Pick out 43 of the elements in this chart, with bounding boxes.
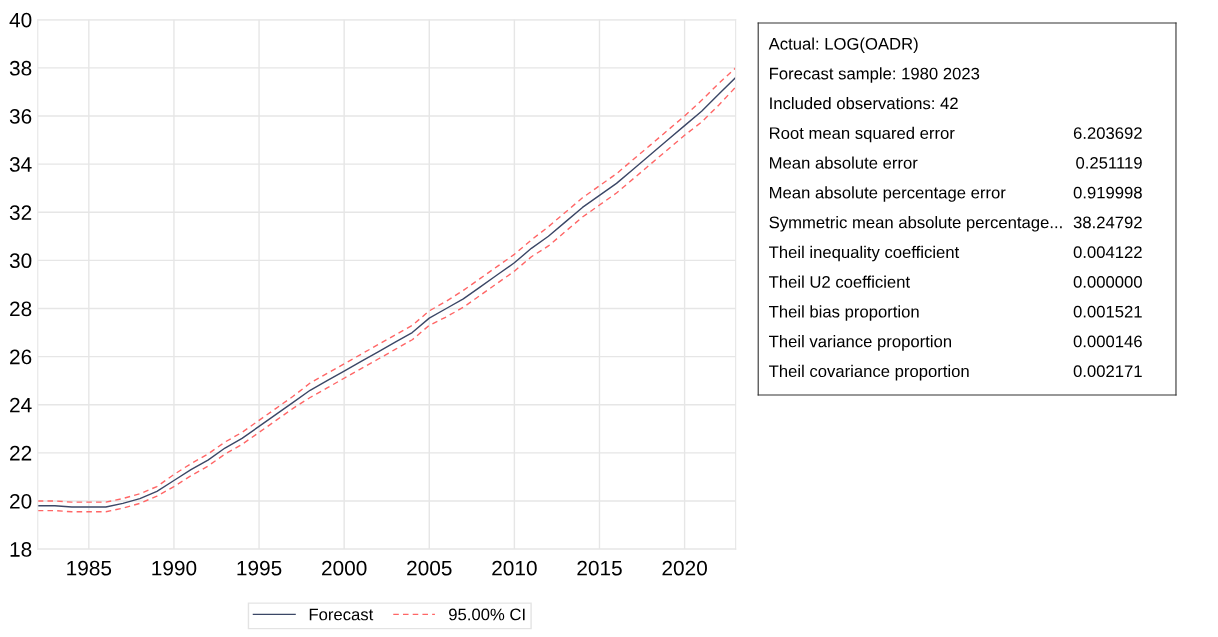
text: 0.001521 (1073, 305, 1142, 318)
text: Theil variance proportion (769, 335, 951, 351)
text: 0.000146 (1073, 335, 1142, 348)
text: 0.002171 (1073, 365, 1142, 378)
text: Forecast sample: 1980 2023 (770, 67, 980, 83)
y-tick-label: 30 (9, 253, 32, 269)
text: 0.251119 (1076, 156, 1142, 169)
x-tick-label: 2005 (407, 560, 452, 576)
y-tick-label: 38 (9, 60, 32, 76)
text: 38.24792 (1073, 216, 1142, 229)
y-tick-label: 36 (9, 108, 32, 124)
x-tick-label: 1990 (152, 560, 197, 576)
y-tick-label: 28 (10, 301, 32, 317)
text: Root mean squared error (770, 126, 955, 143)
text: 6.203692 (1073, 127, 1142, 140)
text: Symmetric mean absolute percentage... (769, 216, 1062, 232)
x-tick-label: 2010 (492, 560, 537, 576)
y-tick-label: 24 (10, 397, 32, 413)
y-tick-label: 22 (10, 445, 32, 461)
y-tick-label: 34 (9, 157, 32, 172)
text: Mean absolute error (770, 156, 918, 169)
text: 0.919998 (1073, 186, 1142, 199)
x-tick-label: 1995 (237, 560, 282, 576)
text: Included observations: 42 (770, 97, 958, 110)
x-tick-label: 2000 (322, 560, 367, 576)
x-tick-label: 2020 (662, 560, 707, 576)
text: Theil bias proportion (769, 305, 919, 321)
legend-label: 95.00% CI (449, 608, 525, 621)
legend-label: Forecast (309, 608, 374, 621)
y-tick-label: 32 (9, 205, 32, 220)
text: 0.004122 (1073, 246, 1142, 259)
y-tick-label: 40 (9, 12, 32, 28)
y-tick-label: 20 (10, 493, 32, 509)
text: Theil covariance proportion (769, 364, 969, 381)
text: Mean absolute percentage error (770, 186, 1006, 202)
y-tick-label: 18 (10, 542, 32, 557)
text: Theil U2 coefficient (769, 275, 910, 288)
y-tick-label: 26 (10, 349, 32, 365)
text: Actual: LOG(OADR) (768, 37, 918, 54)
text: Theil inequality coefficient (769, 245, 960, 262)
x-tick-label: 2015 (577, 560, 622, 576)
text: 0.000000 (1073, 276, 1142, 288)
x-tick-label: 1985 (67, 560, 112, 576)
